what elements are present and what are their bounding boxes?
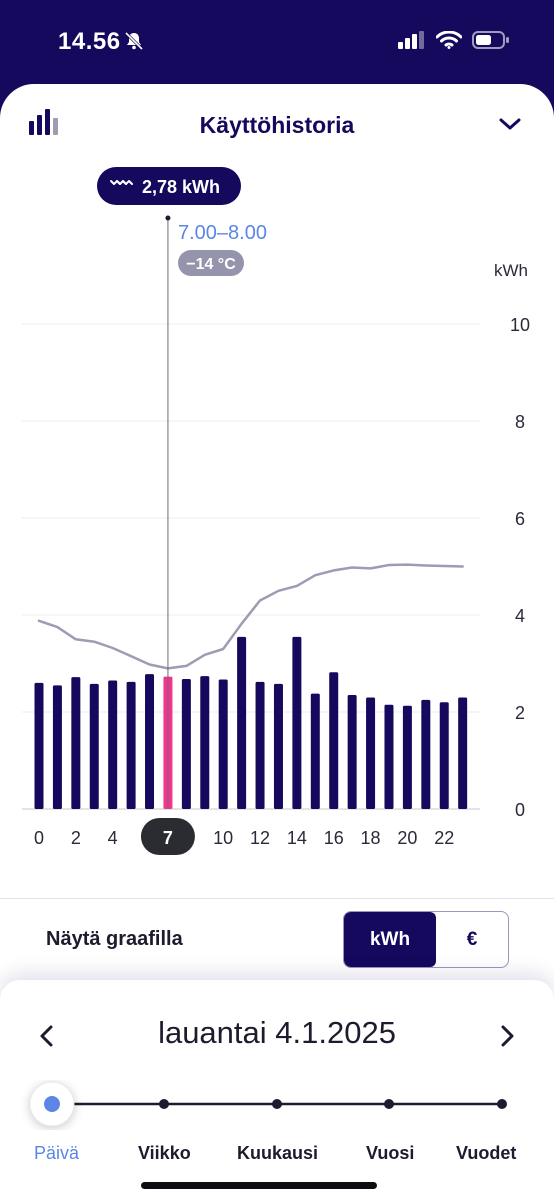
selected-value: 2,78 kWh: [142, 177, 220, 197]
selected-x-label: 7: [163, 828, 173, 848]
selected-temperature: −14 °C: [186, 256, 236, 273]
chart-bar[interactable]: [458, 697, 468, 809]
graph-toggle-label: Näytä graafilla: [46, 928, 183, 950]
chart-bar[interactable]: [181, 679, 191, 809]
home-indicator: [141, 1182, 377, 1189]
chart-bar[interactable]: [384, 704, 394, 809]
y-tick-label: 8: [515, 412, 525, 432]
heating-icon-wave: [122, 180, 133, 185]
current-date: lauantai 4.1.2025: [158, 1015, 396, 1050]
unit-toggle[interactable]: kWh €: [343, 911, 509, 968]
usage-chart[interactable]: 0 2 4 6 8 10 kWh 0 2 4 10 12 14 16 18 20 22 7 2,78 kWh 7.…: [0, 160, 554, 860]
slider-stop-vuodet[interactable]: [497, 1099, 507, 1109]
chart-bar[interactable]: [218, 679, 228, 809]
chevron-down-icon[interactable]: [498, 114, 522, 134]
chart-bar[interactable]: [421, 699, 431, 809]
chart-bar[interactable]: [439, 702, 449, 809]
chart-bar[interactable]: [71, 677, 81, 809]
cellular-signal-icon: [398, 31, 424, 49]
x-tick-label: 10: [213, 828, 233, 848]
y-tick-label: 10: [510, 315, 530, 335]
selected-marker-dot: [165, 215, 171, 221]
section-divider: [0, 898, 554, 899]
toggle-euro[interactable]: €: [466, 928, 478, 950]
chart-bar[interactable]: [402, 705, 412, 809]
chart-bar[interactable]: [237, 636, 247, 809]
range-vuosi[interactable]: Vuosi: [366, 1143, 415, 1163]
y-axis: 0 2 4 6 8 10 kWh: [494, 261, 530, 820]
temperature-line: [37, 563, 464, 670]
range-viikko[interactable]: Viikko: [138, 1143, 191, 1163]
y-axis-unit: kWh: [494, 261, 528, 280]
range-kuukausi[interactable]: Kuukausi: [237, 1143, 319, 1163]
chart-bar[interactable]: [89, 683, 99, 809]
slider-stop-kuukausi[interactable]: [272, 1099, 282, 1109]
chart-bar[interactable]: [34, 682, 44, 809]
x-tick-label: 2: [71, 828, 81, 848]
y-tick-label: 2: [515, 703, 525, 723]
chart-bar[interactable]: [145, 674, 155, 809]
chart-bar[interactable]: [108, 680, 118, 809]
status-time: 14.56: [58, 28, 121, 55]
y-tick-label: 0: [515, 800, 525, 820]
chart-bar[interactable]: [52, 685, 62, 809]
range-paiva[interactable]: Päivä: [34, 1143, 80, 1163]
slider-thumb-dot: [44, 1096, 60, 1112]
slider-stop-viikko[interactable]: [159, 1099, 169, 1109]
battery-icon: [472, 31, 509, 49]
date-range-panel: [0, 980, 554, 1200]
chart-bar[interactable]: [255, 681, 265, 809]
chart-bar[interactable]: [329, 672, 339, 809]
range-vuodet[interactable]: Vuodet: [456, 1143, 517, 1163]
chevron-left-icon[interactable]: [34, 1022, 60, 1050]
selected-x-pill[interactable]: [140, 818, 195, 855]
x-tick-label: 12: [250, 828, 270, 848]
chart-bar[interactable]: [347, 695, 357, 809]
y-tick-label: 4: [515, 606, 525, 626]
bar-chart-icon[interactable]: [28, 109, 60, 135]
status-icons: [398, 30, 510, 50]
x-tick-label: 14: [287, 828, 307, 848]
status-bar: 14.56: [0, 0, 554, 84]
x-tick-label: 20: [397, 828, 417, 848]
x-tick-label: 16: [324, 828, 344, 848]
x-axis: 0 2 4 10 12 14 16 18 20 22 7: [34, 818, 454, 855]
temperature-pill: [178, 250, 244, 276]
bell-off-icon: [124, 31, 144, 51]
x-tick-label: 4: [108, 828, 118, 848]
chart-bar[interactable]: [292, 636, 302, 809]
chart-bar[interactable]: [126, 681, 136, 809]
x-tick-label: 0: [34, 828, 44, 848]
range-slider[interactable]: [0, 1080, 554, 1130]
chevron-right-icon[interactable]: [494, 1022, 520, 1050]
chart-bar[interactable]: [366, 697, 376, 809]
selected-time: 7.00–8.00: [178, 222, 267, 244]
chart-bars[interactable]: [34, 636, 468, 809]
wifi-icon: [436, 31, 462, 49]
chart-bar[interactable]: [273, 683, 283, 809]
heating-icon: [110, 180, 133, 185]
value-pill: [97, 167, 241, 205]
chart-bar[interactable]: [200, 676, 210, 809]
toggle-kwh[interactable]: kWh: [344, 912, 436, 967]
chart-bar[interactable]: [310, 693, 320, 809]
temperature-line-path: [37, 563, 464, 670]
x-tick-label: 22: [434, 828, 454, 848]
slider-stop-vuosi[interactable]: [384, 1099, 394, 1109]
x-tick-label: 18: [361, 828, 381, 848]
y-tick-label: 6: [515, 509, 525, 529]
chart-tooltip: 2,78 kWh 7.00–8.00 −14 °C: [97, 167, 267, 809]
page-title: Käyttöhistoria: [199, 112, 355, 138]
